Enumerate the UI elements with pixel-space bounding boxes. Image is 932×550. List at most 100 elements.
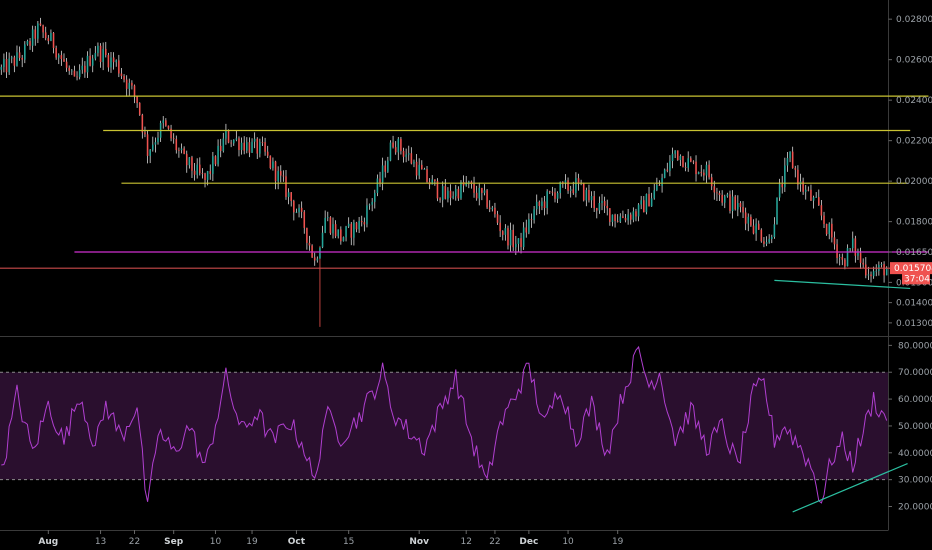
candle	[172, 133, 175, 144]
candle	[340, 226, 342, 245]
candle	[538, 200, 541, 215]
candle-body	[784, 165, 786, 188]
candle	[794, 165, 797, 178]
candle	[773, 217, 776, 239]
rsi-trend-line	[792, 462, 908, 513]
candle-body	[585, 190, 588, 201]
candle-body	[240, 142, 243, 151]
candle-body	[865, 264, 867, 276]
candle-body	[238, 138, 240, 151]
candle	[157, 131, 159, 145]
candle-body	[102, 48, 104, 63]
candle	[703, 169, 705, 181]
candle	[131, 80, 133, 90]
candle-body	[199, 164, 201, 174]
candle-body	[507, 228, 509, 246]
candle-body	[345, 226, 347, 238]
candle	[757, 220, 760, 230]
candle	[572, 181, 575, 195]
candle	[308, 235, 311, 251]
candle-body	[86, 55, 89, 73]
candle-body	[838, 257, 841, 258]
candle-body	[622, 216, 624, 218]
candle-body	[418, 164, 420, 176]
candle-body	[825, 223, 828, 235]
candle-body	[883, 264, 885, 276]
candle	[86, 51, 89, 79]
candle-body	[804, 189, 807, 192]
candle	[786, 152, 789, 172]
candle-body	[494, 207, 496, 215]
candle	[541, 197, 543, 211]
candle-body	[16, 52, 18, 66]
candle	[551, 186, 554, 196]
time-tick-label: 12	[460, 537, 471, 547]
candle	[180, 143, 183, 154]
candle-body	[426, 169, 428, 182]
candle	[39, 17, 42, 27]
candle	[601, 194, 603, 211]
candle-body	[18, 52, 21, 58]
candle	[21, 54, 23, 68]
price-tick-label: 0.028000	[896, 15, 932, 25]
candle	[81, 57, 84, 74]
candle-body	[165, 120, 167, 126]
time-tick-label: 15	[343, 537, 354, 547]
candle-body	[598, 202, 601, 211]
candle-body	[763, 241, 765, 244]
candle-body	[63, 59, 65, 62]
candle	[473, 176, 475, 198]
rsi-tick-label: 70.0000	[898, 368, 932, 378]
candle-body	[321, 232, 324, 248]
candle-body	[760, 229, 763, 242]
candle-body	[334, 224, 337, 237]
candle	[353, 219, 355, 246]
candle-body	[340, 229, 342, 242]
candle-body	[627, 214, 629, 221]
candle	[441, 181, 444, 208]
candle	[405, 148, 407, 163]
candle-body	[447, 190, 449, 199]
candle-body	[264, 142, 266, 152]
candle	[256, 137, 259, 160]
candle	[225, 123, 227, 145]
candle	[285, 169, 287, 200]
candle-body	[454, 188, 457, 197]
candle	[530, 213, 533, 228]
candle	[737, 195, 739, 217]
candle-body	[619, 216, 622, 222]
candle-body	[515, 243, 517, 248]
candle-body	[243, 142, 245, 151]
candle-body	[374, 193, 376, 202]
candle	[575, 172, 577, 198]
candle-body	[225, 130, 227, 139]
candle	[815, 192, 817, 198]
candle-body	[572, 189, 575, 193]
candle	[0, 64, 3, 75]
time-tick-label: Aug	[38, 537, 58, 547]
candle	[136, 95, 138, 108]
candle-body	[692, 161, 695, 163]
candle-body	[50, 33, 52, 41]
candle-body	[24, 44, 26, 60]
candle-body	[290, 192, 292, 202]
candle-body	[846, 248, 849, 267]
candle-body	[73, 70, 76, 77]
time-tick-label: 10	[210, 537, 222, 547]
candle	[723, 194, 726, 209]
candle	[379, 171, 381, 187]
candle-body	[42, 25, 44, 33]
candle	[360, 215, 363, 227]
candle-body	[551, 191, 554, 193]
candle	[468, 180, 470, 189]
candle-body	[781, 184, 784, 188]
candle	[590, 191, 593, 208]
candle-body	[217, 145, 219, 165]
candle	[648, 186, 650, 207]
candle-body	[734, 196, 736, 210]
candle	[851, 231, 854, 253]
candle	[627, 209, 629, 225]
rsi-tick-label: 50.0000	[898, 422, 932, 432]
candle-body	[747, 216, 750, 224]
